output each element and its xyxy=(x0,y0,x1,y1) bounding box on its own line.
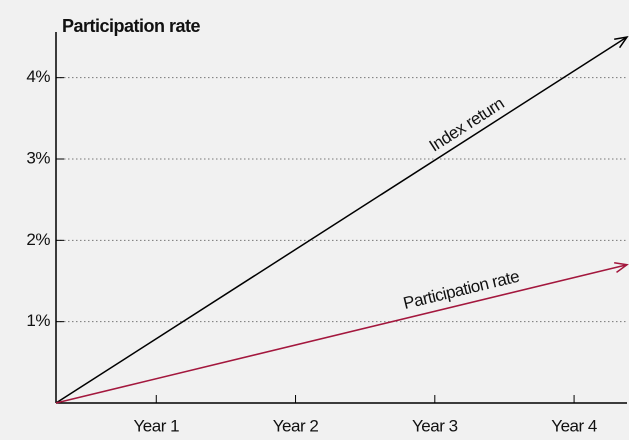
y-tick-label: 4% xyxy=(26,67,50,86)
y-tick-label: 2% xyxy=(26,230,50,249)
y-tick-label: 3% xyxy=(26,148,50,167)
x-tick-label: Year 2 xyxy=(273,416,319,435)
y-tick-label: 1% xyxy=(26,311,50,330)
arrowhead xyxy=(614,35,629,49)
x-tick-label: Year 1 xyxy=(134,416,180,435)
x-tick-label: Year 3 xyxy=(412,416,458,435)
x-tick-label: Year 4 xyxy=(551,416,597,435)
line xyxy=(55,264,628,404)
line xyxy=(55,36,628,404)
arrowhead xyxy=(614,261,629,274)
chart-title: Participation rate xyxy=(62,16,201,36)
